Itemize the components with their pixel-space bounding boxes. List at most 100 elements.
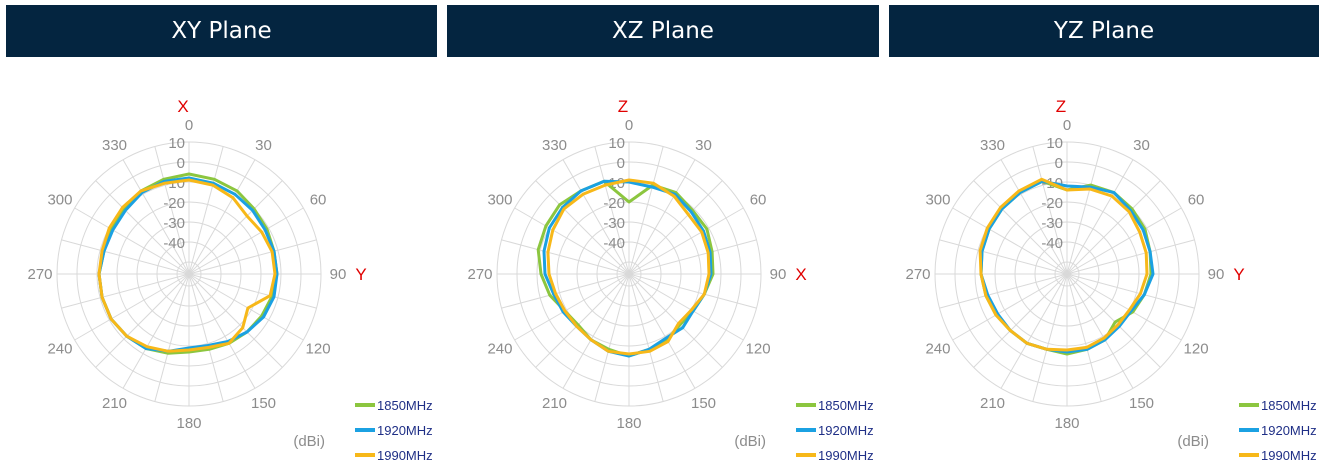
angle-tick-label: 180 bbox=[1054, 415, 1079, 432]
angle-tick-label: 300 bbox=[47, 192, 72, 209]
angle-tick-label: 240 bbox=[47, 341, 72, 358]
grid-spoke bbox=[1066, 159, 1134, 275]
angle-tick-label: 300 bbox=[487, 192, 512, 209]
grid-spoke bbox=[628, 159, 696, 275]
grid-spoke bbox=[628, 207, 744, 275]
angle-tick-label: 240 bbox=[487, 341, 512, 358]
grid-spoke bbox=[188, 273, 317, 309]
grid-spoke bbox=[154, 146, 190, 275]
grid-spoke bbox=[628, 146, 664, 275]
radial-tick-label: 10 bbox=[1046, 135, 1063, 152]
legend-label: 1850MHz bbox=[377, 398, 433, 413]
radial-tick-label: 0 bbox=[617, 155, 625, 172]
header-yz-plane: YZ Plane bbox=[889, 5, 1319, 57]
grid-spoke bbox=[1000, 273, 1068, 389]
angle-tick-label: 270 bbox=[27, 266, 52, 283]
radial-tick-label: 0 bbox=[177, 155, 185, 172]
grid-spoke bbox=[188, 273, 304, 341]
polar-grid bbox=[496, 141, 762, 407]
angle-tick-label: 30 bbox=[255, 137, 272, 154]
legend-label: 1990MHz bbox=[1261, 448, 1317, 463]
grid-spoke bbox=[501, 273, 630, 309]
angle-tick-label: 60 bbox=[750, 192, 767, 209]
grid-spoke bbox=[535, 273, 630, 368]
grid-spoke bbox=[188, 207, 304, 275]
grid-spoke bbox=[188, 239, 317, 275]
radial-tick-label: -30 bbox=[163, 215, 185, 232]
angle-tick-label: 60 bbox=[1188, 192, 1205, 209]
angle-tick-label: 210 bbox=[102, 395, 127, 412]
unit-label: (dBi) bbox=[734, 433, 766, 450]
grid-spoke bbox=[1066, 273, 1182, 341]
grid-spoke bbox=[952, 207, 1068, 275]
grid-spoke bbox=[95, 273, 190, 368]
radial-tick-label: -30 bbox=[1041, 215, 1063, 232]
grid-spoke bbox=[535, 180, 630, 275]
unit-label: (dBi) bbox=[293, 433, 325, 450]
grid-spoke bbox=[514, 273, 630, 341]
radial-tick-label: -40 bbox=[163, 235, 185, 252]
angle-tick-label: 90 bbox=[330, 266, 347, 283]
legend-label: 1990MHz bbox=[818, 448, 874, 463]
grid-spoke bbox=[1032, 273, 1068, 402]
grid-spoke bbox=[501, 239, 630, 275]
radial-tick-label: 10 bbox=[608, 135, 625, 152]
angle-tick-label: 330 bbox=[102, 137, 127, 154]
radial-tick-label: -40 bbox=[1041, 235, 1063, 252]
polar-grid bbox=[56, 141, 322, 407]
grid-spoke bbox=[628, 273, 696, 389]
header-xy-plane: XY Plane bbox=[6, 5, 437, 57]
angle-tick-label: 330 bbox=[542, 137, 567, 154]
angle-tick-label: 150 bbox=[251, 395, 276, 412]
grid-spoke bbox=[1066, 273, 1195, 309]
angle-tick-label: 330 bbox=[980, 137, 1005, 154]
axis-label-top: X bbox=[177, 97, 188, 116]
angle-tick-label: 210 bbox=[980, 395, 1005, 412]
series-1990MHz-line bbox=[978, 177, 1149, 352]
angle-tick-label: 90 bbox=[1208, 266, 1225, 283]
radial-tick-label: 10 bbox=[168, 135, 185, 152]
radial-tick-label: 0 bbox=[1055, 155, 1063, 172]
series-1920MHz-line bbox=[97, 176, 279, 353]
grid-spoke bbox=[188, 273, 256, 389]
radial-tick-label: -20 bbox=[1041, 195, 1063, 212]
axis-label-right: Y bbox=[1233, 265, 1244, 284]
grid-spoke bbox=[188, 273, 283, 368]
grid-spoke bbox=[628, 273, 744, 341]
grid-spoke bbox=[122, 159, 190, 275]
legend-label: 1850MHz bbox=[818, 398, 874, 413]
polar-grid bbox=[934, 141, 1200, 407]
axis-label-right: Y bbox=[355, 265, 366, 284]
grid-spoke bbox=[594, 146, 630, 275]
grid-spoke bbox=[188, 146, 224, 275]
angle-tick-label: 180 bbox=[616, 415, 641, 432]
legend: 1850MHz 1920MHz 1990MHz bbox=[1239, 398, 1317, 463]
angle-tick-label: 270 bbox=[467, 266, 492, 283]
angle-tick-label: 300 bbox=[925, 192, 950, 209]
angle-tick-label: 240 bbox=[925, 341, 950, 358]
grid-spoke bbox=[188, 159, 256, 275]
grid-spoke bbox=[628, 273, 723, 368]
grid-spoke bbox=[74, 273, 190, 341]
legend: 1850MHz 1920MHz 1990MHz bbox=[355, 398, 433, 463]
angle-tick-label: 270 bbox=[905, 266, 930, 283]
series-1920MHz-line bbox=[542, 179, 713, 358]
series-1920MHz-line bbox=[979, 179, 1155, 354]
header-xz-plane: XZ Plane bbox=[447, 5, 879, 57]
grid-spoke bbox=[628, 239, 757, 275]
legend-label: 1850MHz bbox=[1261, 398, 1317, 413]
grid-spoke bbox=[562, 273, 630, 389]
axis-label-right: X bbox=[795, 265, 806, 284]
grid-spoke bbox=[628, 273, 757, 309]
grid-spoke bbox=[628, 273, 664, 402]
axis-label-top: Z bbox=[1056, 97, 1066, 116]
legend-label: 1920MHz bbox=[377, 423, 433, 438]
grid-spoke bbox=[1066, 207, 1182, 275]
grid-spoke bbox=[562, 159, 630, 275]
angle-tick-label: 180 bbox=[176, 415, 201, 432]
legend-label: 1920MHz bbox=[818, 423, 874, 438]
grid-spoke bbox=[973, 180, 1068, 275]
series-1990MHz-line bbox=[97, 178, 277, 353]
